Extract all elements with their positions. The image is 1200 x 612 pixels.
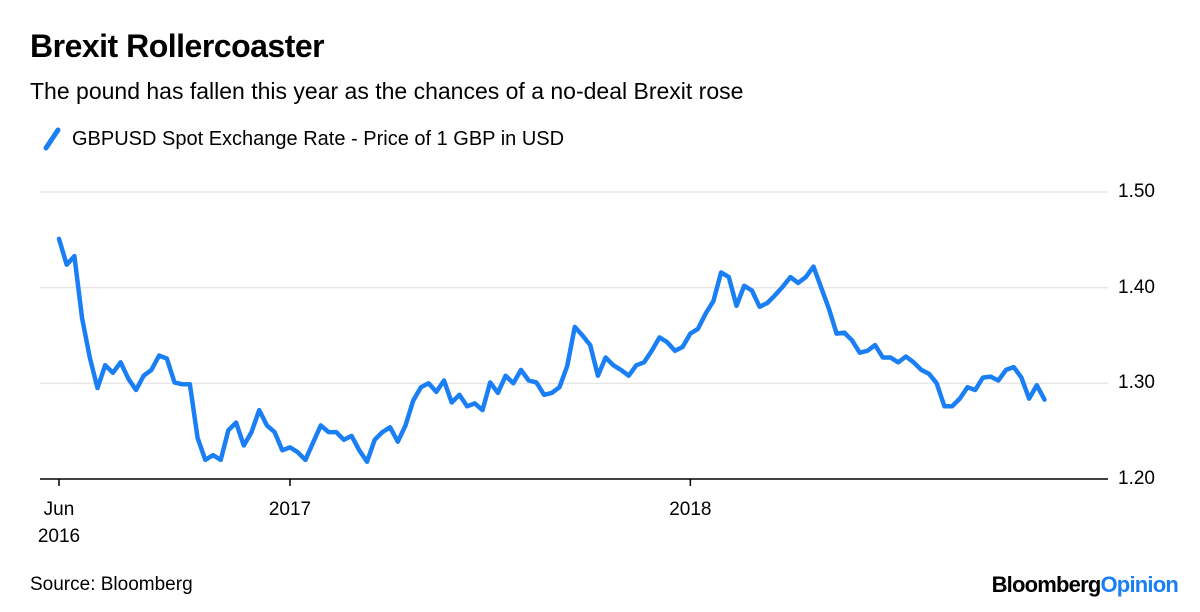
- x-tick-label: 2018: [669, 499, 712, 520]
- data-line: [56, 236, 1047, 465]
- y-tick-label: 1.40: [1118, 276, 1155, 298]
- y-tick-label: 1.20: [1118, 468, 1155, 489]
- legend: GBPUSD Spot Exchange Rate - Price of 1 G…: [40, 126, 564, 152]
- logo: BloombergOpinion: [991, 572, 1179, 598]
- y-tick-label: 1.30: [1118, 372, 1155, 394]
- logo-word: Opinion: [1100, 572, 1179, 597]
- legend-label: GBPUSD Spot Exchange Rate - Price of 1 G…: [72, 127, 565, 150]
- y-tick-label: 1.50: [1118, 181, 1155, 202]
- x-tick-label: 2017: [268, 499, 312, 520]
- chart-title: Brexit Rollercoaster: [30, 28, 325, 64]
- chart-subtitle: The pound has fallen this year as the ch…: [30, 78, 744, 104]
- x-tick-label: Jun 2016: [37, 499, 81, 547]
- legend-swatch: [43, 127, 61, 151]
- source: Source: Bloomberg: [30, 574, 193, 595]
- logo-word: Bloomberg: [991, 572, 1102, 597]
